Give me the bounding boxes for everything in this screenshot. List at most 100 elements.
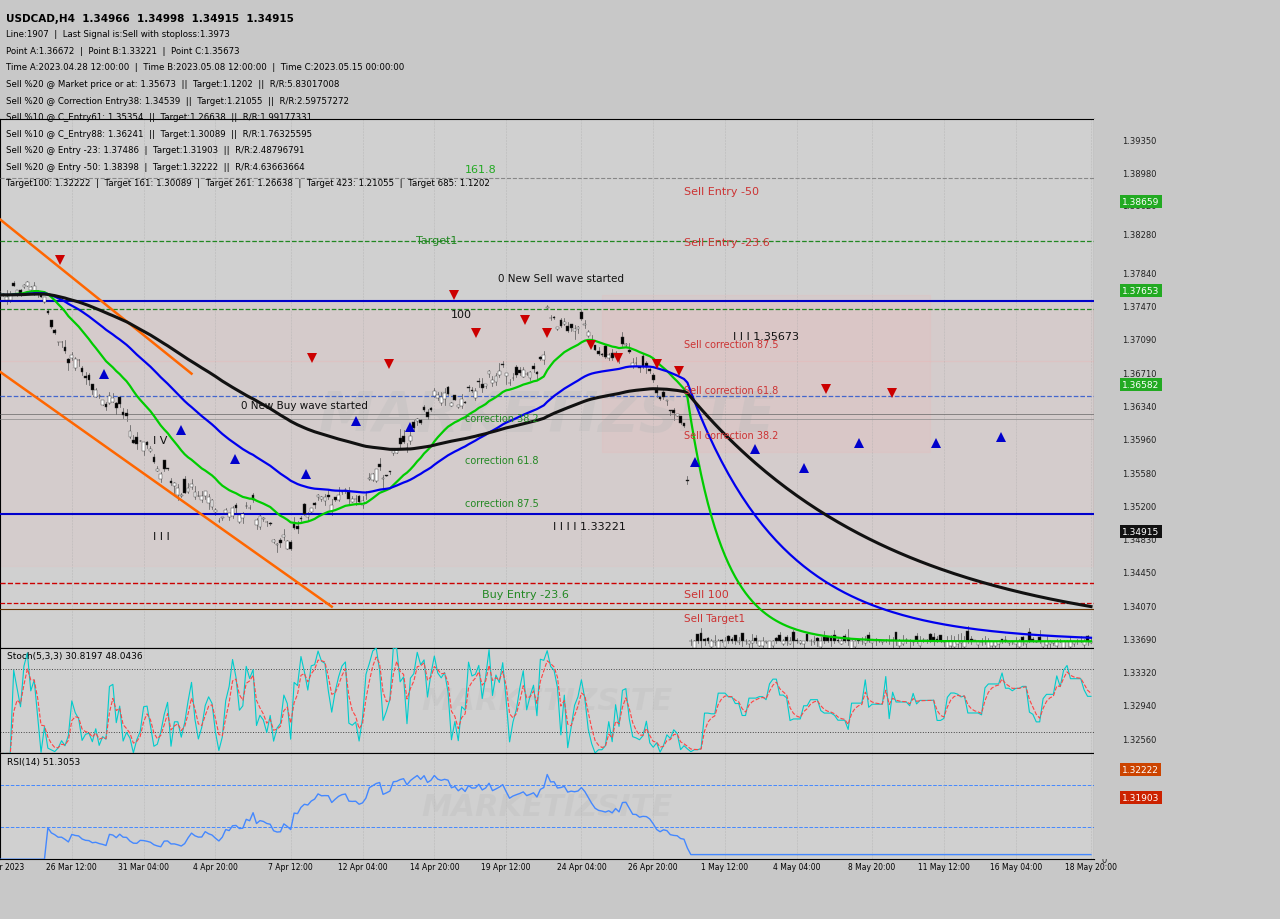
Bar (314, 503, 316, 505)
Bar (399, 438, 402, 445)
Bar (1001, 640, 1004, 641)
Text: 1.37653: 1.37653 (1123, 287, 1160, 295)
Text: 100: 100 (451, 310, 472, 320)
Bar (823, 637, 826, 641)
Bar (717, 641, 719, 648)
Bar (324, 497, 326, 501)
Bar (170, 481, 173, 483)
Text: 1.36710: 1.36710 (1123, 369, 1157, 379)
Bar (347, 492, 351, 500)
Bar (891, 640, 893, 641)
Text: 1.37470: 1.37470 (1123, 302, 1157, 312)
Bar (361, 501, 364, 505)
Bar (950, 641, 952, 646)
Bar (420, 421, 422, 424)
Bar (228, 514, 230, 517)
Bar (1069, 641, 1071, 647)
Text: Sell Entry -23.6: Sell Entry -23.6 (684, 237, 769, 247)
Bar (289, 542, 292, 550)
Bar (556, 328, 559, 329)
Bar (451, 403, 453, 406)
Bar (819, 641, 822, 647)
Bar (193, 493, 196, 497)
Text: Point A:1.36672  |  Point B:1.33221  |  Point C:1.35673: Point A:1.36672 | Point B:1.33221 | Poin… (6, 47, 241, 56)
Bar (344, 491, 347, 492)
Bar (74, 359, 77, 369)
Bar (602, 296, 931, 453)
Text: 1.38980: 1.38980 (1123, 170, 1157, 178)
Bar (522, 370, 525, 377)
Bar (426, 413, 429, 418)
Bar (1052, 641, 1055, 643)
Bar (584, 324, 586, 325)
Bar (559, 321, 562, 326)
Bar (422, 407, 425, 410)
Bar (136, 437, 138, 444)
Bar (0, 362, 1094, 566)
Text: RSI(14) 51.3053: RSI(14) 51.3053 (6, 757, 81, 766)
Text: I I I: I I I (154, 531, 170, 541)
Bar (535, 372, 539, 374)
Bar (64, 347, 67, 351)
Bar (543, 356, 545, 361)
Bar (118, 397, 122, 404)
Bar (296, 526, 300, 529)
Bar (782, 641, 785, 644)
Bar (166, 469, 169, 470)
Bar (81, 369, 83, 373)
Bar (733, 636, 737, 641)
Bar (1062, 641, 1065, 649)
Bar (625, 345, 627, 346)
Bar (1028, 632, 1030, 641)
Bar (1048, 641, 1051, 644)
Text: 1.32222: 1.32222 (1123, 765, 1160, 774)
Bar (19, 290, 22, 295)
Text: I I I I 1.33221: I I I I 1.33221 (553, 522, 626, 531)
Bar (696, 635, 699, 641)
Text: 1.34070: 1.34070 (1123, 602, 1157, 611)
Bar (416, 420, 419, 422)
Bar (929, 634, 932, 641)
Bar (858, 640, 860, 641)
Bar (207, 497, 210, 504)
Bar (204, 492, 206, 496)
Bar (132, 440, 134, 443)
Text: 1.39350: 1.39350 (1123, 137, 1157, 146)
Bar (649, 369, 652, 372)
Bar (598, 351, 600, 354)
Bar (67, 359, 70, 363)
Bar (864, 641, 867, 644)
Bar (991, 641, 993, 646)
Bar (956, 641, 959, 644)
Bar (492, 381, 494, 383)
Text: I V: I V (154, 436, 168, 446)
Bar (173, 483, 175, 486)
Bar (105, 405, 108, 407)
Bar (224, 511, 227, 513)
Bar (23, 286, 26, 288)
Bar (5, 298, 8, 301)
Bar (293, 525, 296, 528)
Bar (573, 330, 576, 332)
Bar (854, 641, 856, 647)
Bar (40, 294, 42, 298)
Bar (748, 641, 750, 644)
Text: 30: 30 (1101, 823, 1112, 832)
Bar (279, 540, 282, 544)
Bar (655, 389, 658, 393)
Bar (214, 511, 216, 513)
Bar (919, 641, 922, 647)
Bar (447, 387, 449, 395)
Bar (870, 641, 873, 643)
Bar (54, 331, 56, 334)
Bar (1087, 637, 1089, 641)
Bar (813, 641, 815, 642)
Bar (840, 641, 842, 644)
Bar (532, 367, 535, 369)
Bar (895, 632, 897, 641)
Bar (410, 437, 412, 442)
Bar (310, 509, 312, 513)
Bar (26, 283, 28, 287)
Bar (754, 639, 758, 641)
Bar (785, 638, 788, 641)
